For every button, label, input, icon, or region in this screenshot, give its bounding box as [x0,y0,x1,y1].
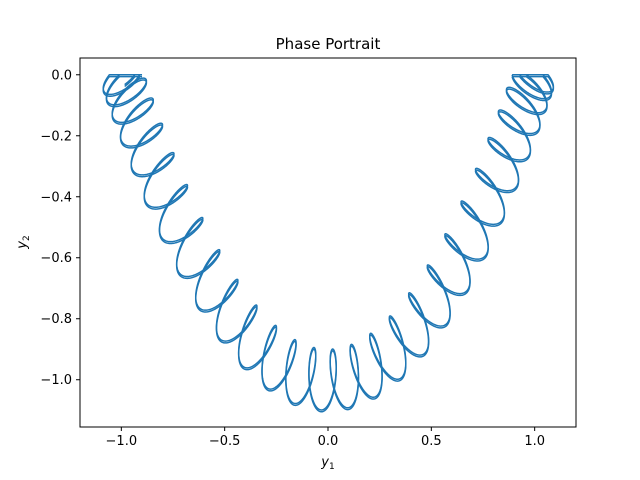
x-tick-label: 0.0 [318,434,339,449]
series-lines [102,74,555,413]
x-axis-ticks: −1.0 −0.5 0.0 0.5 1.0 [106,427,545,449]
y-axis-label: y2 [15,235,32,249]
y-axis-ticks: 0.0 −0.2 −0.4 −0.6 −0.8 −1.0 [40,68,80,388]
y-tick-label: −0.4 [40,190,72,205]
chart-title: Phase Portrait [276,35,381,53]
phase-trajectory-line [102,75,555,413]
x-tick-label: 0.5 [421,434,442,449]
y-tick-label: −0.2 [40,129,72,144]
y-tick-label: −0.8 [40,312,72,327]
y-tick-label: −0.6 [40,251,72,266]
y-tick-label: −1.0 [40,373,72,388]
x-tick-label: −0.5 [209,434,241,449]
x-tick-label: 1.0 [524,434,545,449]
x-tick-label: −1.0 [106,434,138,449]
y-tick-label: 0.0 [51,68,72,83]
x-axis-label: y1 [320,455,334,472]
